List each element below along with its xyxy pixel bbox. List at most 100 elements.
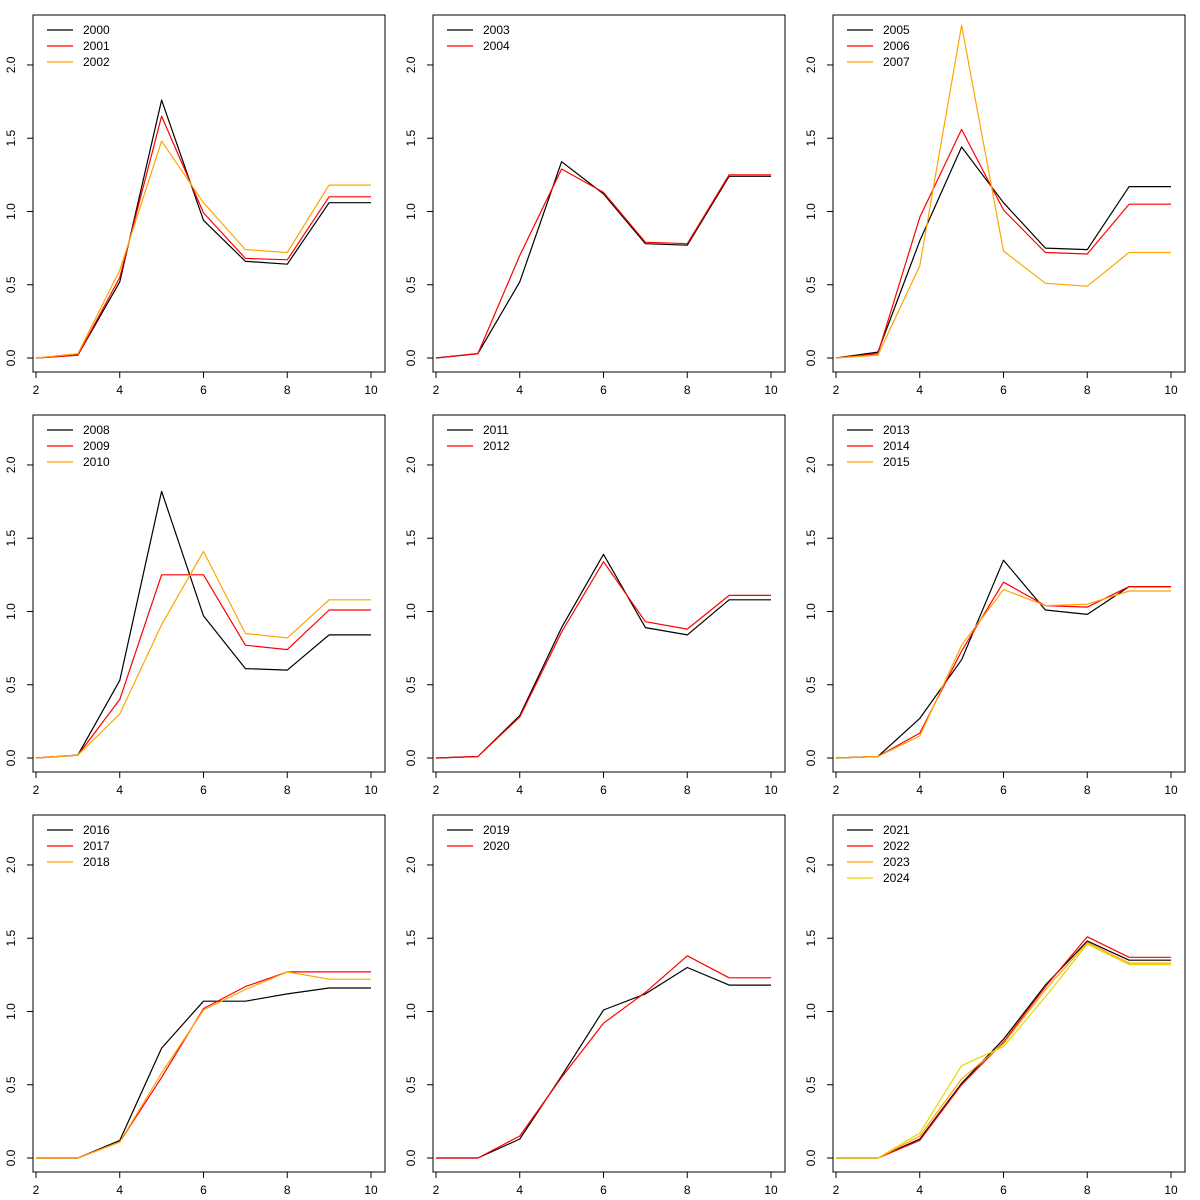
series-line — [35, 140, 371, 359]
legend-label: 2011 — [483, 423, 509, 437]
series-line — [35, 550, 371, 759]
x-tick-label: 2 — [33, 1183, 40, 1197]
x-tick-label: 4 — [516, 1183, 523, 1197]
y-tick-label: 0.0 — [404, 349, 418, 366]
series-line — [435, 561, 771, 759]
x-tick-label: 8 — [1084, 1183, 1091, 1197]
chart-panel-5: 2 4 6 8 10 0.0 0.5 1.0 1.5 2.0 2011 2012 — [400, 400, 800, 800]
line-chart: 2 4 6 8 10 0.0 0.5 1.0 1.5 2.0 2000 2001 2002 — [4, 14, 386, 397]
x-tick-label: 8 — [284, 1183, 291, 1197]
legend-label: 2012 — [483, 439, 510, 453]
y-tick-label: 2.0 — [4, 56, 18, 73]
line-chart: 2 4 6 8 10 0.0 0.5 1.0 1.5 2.0 2011 2012 — [404, 414, 786, 797]
y-tick-label: 0.0 — [4, 349, 18, 366]
chart-panel-9: 2 4 6 8 10 0.0 0.5 1.0 1.5 2.0 2021 2022 2023 2024 — [800, 800, 1200, 1200]
legend-label: 2022 — [883, 839, 910, 853]
series-line — [835, 146, 1171, 359]
x-tick-label: 2 — [33, 783, 40, 797]
line-chart: 2 4 6 8 10 0.0 0.5 1.0 1.5 2.0 2016 2017 2018 — [4, 814, 386, 1197]
y-tick-label: 0.0 — [804, 1149, 818, 1166]
x-tick-label: 6 — [1000, 383, 1007, 397]
series-line — [435, 553, 771, 759]
legend-label: 2024 — [883, 871, 910, 885]
series-line — [435, 168, 771, 359]
x-tick-label: 10 — [364, 1183, 378, 1197]
x-tick-label: 4 — [916, 383, 923, 397]
series-line — [35, 99, 371, 359]
chart-panel-7: 2 4 6 8 10 0.0 0.5 1.0 1.5 2.0 2016 2017 2018 — [0, 800, 400, 1200]
y-tick-label: 0.5 — [404, 676, 418, 693]
x-tick-label: 10 — [764, 1183, 778, 1197]
x-tick-label: 4 — [516, 783, 523, 797]
x-tick-label: 2 — [433, 783, 440, 797]
series-line — [36, 987, 371, 1159]
y-tick-label: 2.0 — [804, 56, 818, 73]
series-line — [36, 971, 371, 1159]
x-tick-label: 8 — [684, 783, 691, 797]
series-line — [836, 936, 1171, 1159]
legend-label: 2006 — [883, 39, 910, 53]
plot-frame — [432, 414, 786, 773]
legend-label: 2003 — [483, 23, 510, 37]
x-tick-label: 2 — [833, 1183, 840, 1197]
y-tick-label: 1.0 — [804, 203, 818, 220]
series-line — [435, 161, 771, 359]
legend-label: 2019 — [483, 823, 510, 837]
y-tick-label: 1.0 — [804, 1003, 818, 1020]
y-tick-label: 1.0 — [404, 603, 418, 620]
legend-label: 2009 — [83, 439, 110, 453]
chart-panel-4: 2 4 6 8 10 0.0 0.5 1.0 1.5 2.0 2008 2009 2010 — [0, 400, 400, 800]
legend-label: 2017 — [83, 839, 110, 853]
line-chart: 2 4 6 8 10 0.0 0.5 1.0 1.5 2.0 2003 2004 — [404, 14, 786, 397]
x-tick-label: 2 — [833, 783, 840, 797]
series-line — [835, 24, 1171, 359]
y-tick-label: 1.5 — [404, 530, 418, 547]
legend-label: 2002 — [83, 55, 110, 69]
series-line — [436, 955, 771, 1159]
legend-label: 2013 — [883, 423, 910, 437]
y-tick-label: 0.0 — [4, 1149, 18, 1166]
x-tick-label: 2 — [433, 383, 440, 397]
y-tick-label: 0.0 — [404, 1149, 418, 1166]
y-tick-label: 1.0 — [804, 603, 818, 620]
y-tick-label: 0.5 — [4, 676, 18, 693]
x-tick-label: 2 — [433, 1183, 440, 1197]
line-chart: 2 4 6 8 10 0.0 0.5 1.0 1.5 2.0 2005 2006 2007 — [804, 14, 1186, 397]
x-tick-label: 8 — [284, 783, 291, 797]
y-tick-label: 1.0 — [4, 203, 18, 220]
x-tick-label: 6 — [200, 383, 207, 397]
legend-label: 2001 — [83, 39, 110, 53]
chart-panel-2: 2 4 6 8 10 0.0 0.5 1.0 1.5 2.0 2003 2004 — [400, 0, 800, 400]
y-tick-label: 2.0 — [804, 856, 818, 873]
x-tick-label: 4 — [916, 783, 923, 797]
y-tick-label: 1.0 — [404, 1003, 418, 1020]
legend-label: 2016 — [83, 823, 110, 837]
x-tick-label: 6 — [600, 1183, 607, 1197]
y-tick-label: 1.0 — [4, 1003, 18, 1020]
x-tick-label: 6 — [1000, 1183, 1007, 1197]
plot-frame — [432, 814, 786, 1173]
x-tick-label: 10 — [764, 383, 778, 397]
legend-label: 2007 — [883, 55, 910, 69]
series-line — [35, 574, 371, 759]
chart-panel-8: 2 4 6 8 10 0.0 0.5 1.0 1.5 2.0 2019 2020 — [400, 800, 800, 1200]
y-tick-label: 0.5 — [4, 276, 18, 293]
series-line — [835, 581, 1171, 759]
x-tick-label: 8 — [684, 1183, 691, 1197]
legend-label: 2018 — [83, 855, 110, 869]
x-tick-label: 10 — [364, 383, 378, 397]
legend-label: 2000 — [83, 23, 110, 37]
x-tick-label: 10 — [364, 783, 378, 797]
y-tick-label: 2.0 — [404, 56, 418, 73]
series-line — [836, 943, 1171, 1159]
legend-label: 2021 — [883, 823, 910, 837]
legend-label: 2020 — [483, 839, 510, 853]
x-tick-label: 4 — [916, 1183, 923, 1197]
y-tick-label: 1.5 — [404, 930, 418, 947]
x-tick-label: 10 — [1164, 783, 1178, 797]
x-tick-label: 8 — [684, 383, 691, 397]
series-line — [436, 966, 771, 1159]
chart-panel-6: 2 4 6 8 10 0.0 0.5 1.0 1.5 2.0 2013 2014 2015 — [800, 400, 1200, 800]
series-line — [35, 115, 371, 359]
